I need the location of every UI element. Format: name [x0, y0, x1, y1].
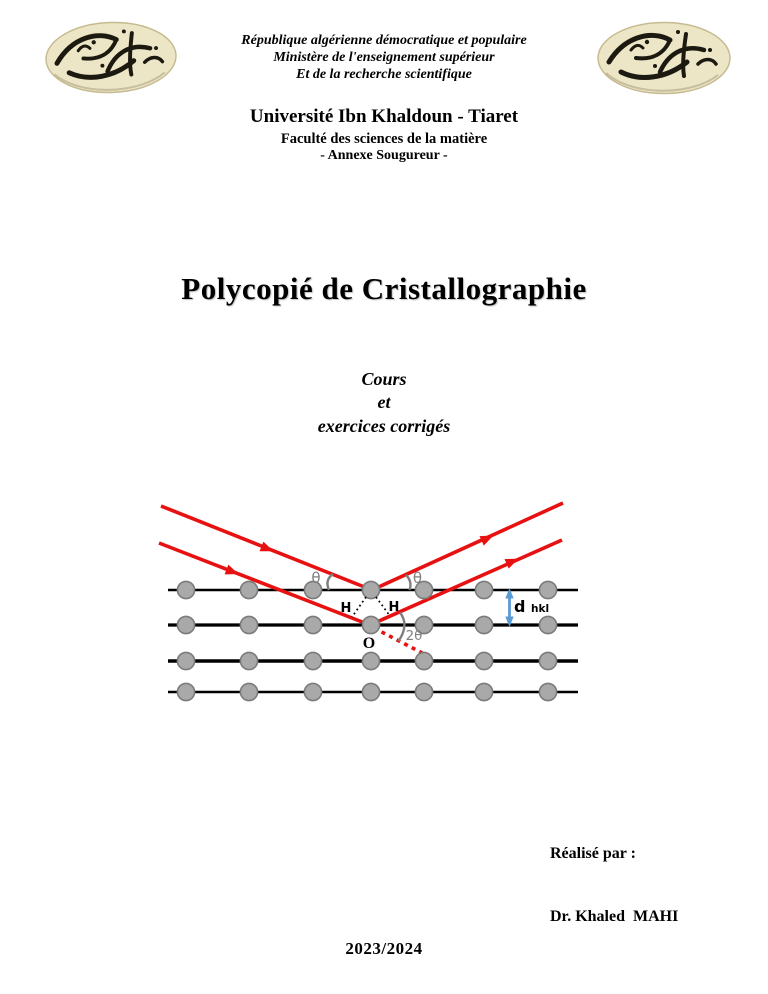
- document-title: Polycopié de Cristallographie: [181, 271, 587, 306]
- ministry-line: Ministère de l'enseignement supérieur: [273, 50, 495, 66]
- arrowhead-icon: [224, 564, 239, 575]
- lattice-atom: [361, 651, 381, 671]
- subtitle-line-exercices: exercices corrigés: [317, 415, 451, 436]
- lattice-atom: [414, 682, 434, 702]
- lattice-atom: [361, 580, 381, 600]
- university-seal-right-icon: [597, 21, 731, 95]
- lattice-atom: [176, 580, 196, 600]
- lattice-atom: [239, 651, 259, 671]
- lattice-atom: [474, 682, 494, 702]
- seal-calligraphy: [606, 32, 718, 80]
- lattice-atom: [474, 615, 494, 635]
- university-seal-left-icon: [45, 21, 177, 94]
- arrowhead-down-icon: [505, 616, 514, 627]
- lattice-atom: [414, 580, 434, 600]
- d-spacing-label: d: [514, 597, 525, 616]
- lattice-atom: [239, 615, 259, 635]
- theta-left-label: θ: [311, 569, 320, 587]
- lattice-atom: [414, 651, 434, 671]
- lattice-atom: [414, 615, 434, 635]
- lattice-atom: [361, 682, 381, 702]
- reflected-ray-1: [371, 501, 564, 592]
- incident-ray-2: [158, 541, 371, 627]
- subtitle-line-et: et: [377, 392, 391, 413]
- hkl-label: hkl: [531, 603, 549, 615]
- lattice-atom: [303, 615, 323, 635]
- university-name: Université Ibn Khaldoun - Tiaret: [249, 106, 519, 127]
- university-header: Université Ibn Khaldoun - Tiaret Faculté…: [0, 106, 768, 164]
- lattice-atom: [239, 682, 259, 702]
- two-theta-label: 2θ: [406, 628, 423, 644]
- ray-arrowheads: [224, 535, 519, 575]
- lattice-atom: [239, 580, 259, 600]
- bragg-diffraction-figure: θ θ 2θ H H O d hkl: [158, 501, 578, 702]
- angle-arcs: [326, 573, 412, 642]
- seal-calligraphy: [54, 31, 165, 80]
- republic-line: République algérienne démocratique et po…: [241, 33, 527, 48]
- lattice-atom: [538, 615, 558, 635]
- arrowhead-icon: [504, 558, 519, 569]
- lattice-atom: [361, 615, 381, 635]
- annex-name: - Annexe Sougureur -: [320, 147, 448, 163]
- lattice-atom: [176, 651, 196, 671]
- two-theta-arc: [397, 611, 406, 642]
- subtitle-line-cours: Cours: [361, 369, 407, 389]
- ministry-header: République algérienne démocratique et po…: [0, 32, 768, 84]
- arrowhead-up-icon: [505, 588, 514, 599]
- lattice-atom: [474, 651, 494, 671]
- d-spacing-arrow: [505, 588, 514, 627]
- author-name: Dr. Khaled MAHI: [550, 908, 679, 925]
- transmitted-ray-dotted: [373, 626, 429, 658]
- theta-arc-left: [326, 573, 334, 591]
- lattice-atoms: [176, 580, 558, 702]
- lattice-atom: [303, 682, 323, 702]
- author-label: Réalisé par :: [550, 845, 636, 862]
- lattice-atom: [303, 580, 323, 600]
- faculty-name: Faculté des sciences de la matière: [280, 131, 488, 147]
- h-right-label: H: [389, 600, 400, 615]
- lattice-atom: [176, 682, 196, 702]
- reflected-ray-2: [369, 538, 563, 627]
- lattice-atom: [176, 615, 196, 635]
- theta-arc-right: [405, 574, 412, 591]
- lattice-atom: [538, 651, 558, 671]
- theta-right-label: θ: [413, 569, 422, 587]
- path-difference-lines: [351, 596, 391, 618]
- lattice-atom: [474, 580, 494, 600]
- lattice-atom: [538, 580, 558, 600]
- research-line: Et de la recherche scientifique: [296, 67, 472, 83]
- lattice-atom: [303, 651, 323, 671]
- xray-beams: [158, 501, 564, 658]
- arrowhead-icon: [259, 541, 274, 552]
- h-left-label: H: [341, 601, 352, 616]
- author-block: Réalisé par : Dr. Khaled MAHI: [550, 801, 678, 969]
- origin-label: O: [363, 635, 375, 652]
- document-subtitle: Cours et exercices corrigés: [0, 368, 768, 438]
- arrowhead-icon: [479, 535, 494, 546]
- lattice-atom: [538, 682, 558, 702]
- academic-year: 2023/2024: [345, 939, 423, 958]
